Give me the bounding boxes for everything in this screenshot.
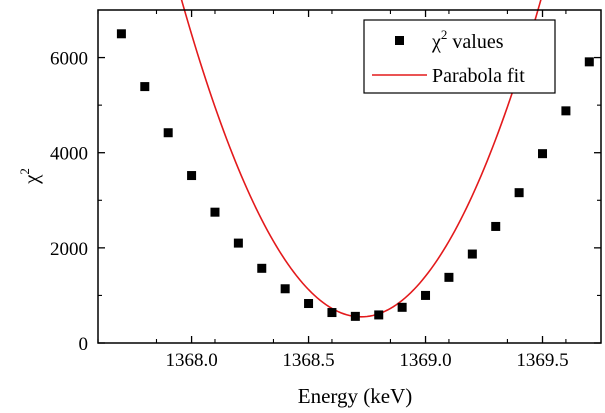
data-point (187, 171, 197, 181)
data-point (421, 290, 431, 300)
legend: χ2 values Parabola fit (363, 19, 556, 94)
y-axis-title-base: χ (19, 174, 43, 185)
y-tick-label: 2000 (50, 239, 88, 260)
y-axis-title-superscript: 2 (17, 168, 32, 175)
data-point (350, 311, 360, 321)
legend-label-values-base: χ (431, 31, 441, 53)
data-point (280, 284, 290, 294)
x-tick-label: 1368.0 (165, 350, 217, 371)
plot-frame (97, 9, 602, 344)
legend-box (363, 19, 556, 94)
data-point (561, 106, 571, 116)
x-tick-label: 1369.0 (399, 350, 451, 371)
data-point (467, 249, 477, 259)
data-point (163, 128, 173, 138)
y-tick-label: 4000 (50, 144, 88, 165)
data-point (233, 238, 243, 248)
x-axis-title: Energy (keV) (298, 384, 413, 408)
legend-marker-square (395, 36, 404, 45)
x-axis: 1368.0 1368.5 1369.0 1369.5 (97, 10, 569, 371)
y-tick-label: 0 (79, 334, 89, 355)
data-point (444, 272, 454, 282)
legend-label-values-rest: values (447, 31, 503, 53)
data-point (140, 82, 150, 92)
y-axis: 0 2000 4000 6000 (50, 49, 601, 355)
y-axis-title: χ2 (17, 168, 43, 185)
data-point (584, 57, 594, 67)
x-tick-label: 1368.5 (282, 350, 334, 371)
data-point (397, 302, 407, 312)
data-points-layer (116, 29, 594, 321)
data-point (538, 149, 548, 159)
legend-label-fit: Parabola fit (432, 65, 525, 87)
data-point (116, 29, 126, 39)
data-point (514, 188, 524, 198)
data-point (327, 308, 337, 318)
data-point (210, 207, 220, 217)
data-point (491, 221, 501, 231)
legend-label-values-superscript: 2 (441, 27, 448, 42)
legend-label-values: χ2 values (431, 27, 504, 53)
data-point (374, 310, 384, 320)
y-tick-label: 6000 (50, 49, 88, 70)
data-point (304, 299, 314, 309)
data-point (257, 263, 267, 273)
x-tick-label: 1369.5 (516, 350, 568, 371)
